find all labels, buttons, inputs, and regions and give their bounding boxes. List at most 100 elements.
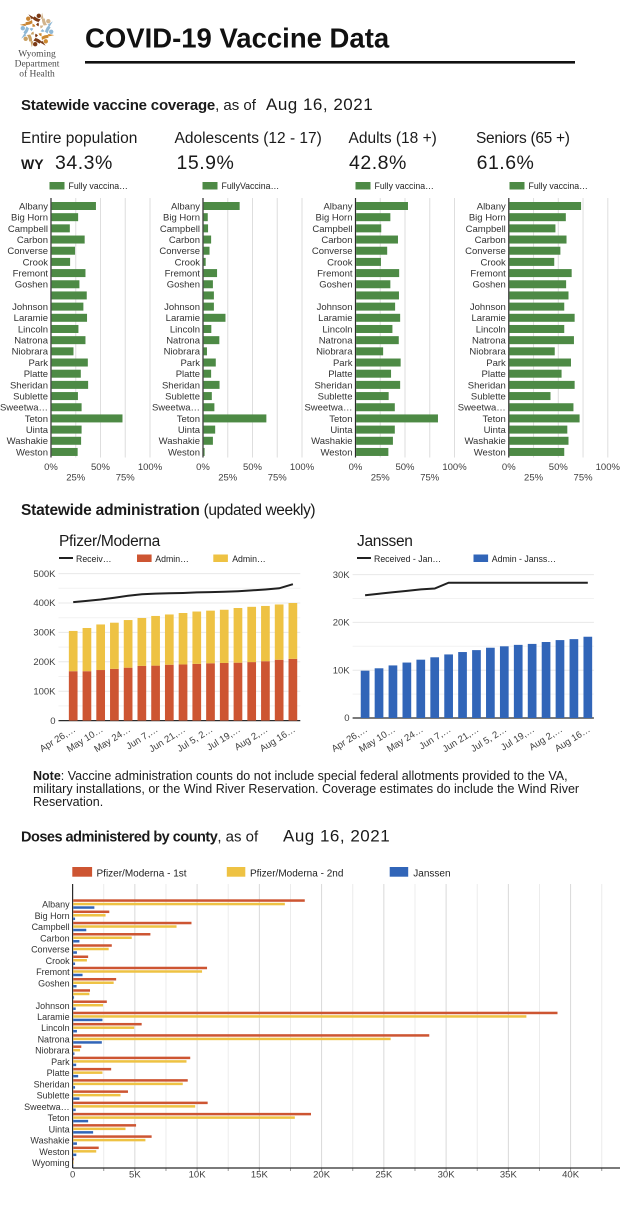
svg-text:Fully vaccina…: Fully vaccina… [69, 181, 128, 191]
svg-text:25%: 25% [218, 473, 238, 484]
svg-text:Pfizer/Moderna: Pfizer/Moderna [59, 533, 161, 550]
svg-text:100%: 100% [596, 462, 621, 473]
svg-text:Uinta: Uinta [178, 425, 201, 436]
svg-text:40K: 40K [562, 1169, 580, 1180]
svg-text:Sweetwa…: Sweetwa… [458, 403, 506, 414]
svg-text:Uinta: Uinta [330, 425, 353, 436]
svg-text:200K: 200K [33, 657, 56, 668]
svg-text:Carbon: Carbon [475, 235, 506, 246]
svg-text:Park: Park [333, 358, 353, 369]
svg-text:Platte: Platte [328, 369, 352, 380]
svg-text:Sweetwa…: Sweetwa… [152, 403, 200, 414]
svg-text:Niobrara: Niobrara [35, 1046, 70, 1056]
svg-text:Big Horn: Big Horn [11, 213, 48, 224]
svg-text:50%: 50% [91, 462, 111, 473]
svg-text:Entire population: Entire population [21, 130, 137, 147]
svg-text:Platte: Platte [24, 369, 48, 380]
svg-text:Lincoln: Lincoln [476, 324, 506, 335]
svg-text:Fremont: Fremont [317, 268, 353, 279]
svg-text:Sheridan: Sheridan [34, 1079, 70, 1089]
svg-text:25%: 25% [371, 473, 391, 484]
svg-text:50%: 50% [243, 462, 263, 473]
svg-text:Weston: Weston [39, 1147, 69, 1157]
svg-text:Washakie: Washakie [30, 1136, 69, 1146]
svg-text:Natrona: Natrona [166, 336, 201, 347]
svg-text:75%: 75% [420, 473, 440, 484]
svg-text:Teton: Teton [177, 414, 200, 425]
svg-text:5K: 5K [129, 1169, 141, 1180]
svg-text:Washakie: Washakie [159, 436, 200, 447]
svg-text:Goshen: Goshen [15, 280, 48, 291]
svg-text:Fremont: Fremont [470, 268, 506, 279]
svg-text:Converse: Converse [159, 246, 200, 257]
svg-text:20K: 20K [333, 618, 351, 629]
svg-text:30K: 30K [438, 1169, 456, 1180]
svg-text:Uinta: Uinta [49, 1124, 70, 1134]
svg-text:Sheridan: Sheridan [162, 380, 200, 391]
svg-text:Doses administered by county,: Doses administered by county, as of Aug 1… [21, 827, 390, 846]
svg-text:Johnson: Johnson [12, 302, 48, 313]
svg-text:Carbon: Carbon [17, 235, 48, 246]
svg-text:Washakie: Washakie [311, 436, 352, 447]
svg-text:Admin…: Admin… [155, 554, 189, 564]
svg-text:15.9%: 15.9% [177, 152, 235, 174]
svg-text:Admin…: Admin… [232, 554, 266, 564]
svg-text:Seniors (65 +): Seniors (65 +) [476, 130, 570, 147]
svg-text:Laramie: Laramie [471, 313, 505, 324]
svg-text:Carbon: Carbon [40, 933, 70, 943]
svg-text:Albany: Albany [323, 201, 352, 212]
svg-text:300K: 300K [33, 628, 56, 639]
svg-text:50%: 50% [395, 462, 415, 473]
svg-text:35K: 35K [500, 1169, 518, 1180]
svg-text:Janssen: Janssen [413, 868, 450, 879]
svg-text:Weston: Weston [474, 447, 506, 458]
svg-text:Goshen: Goshen [167, 280, 200, 291]
svg-text:Sheridan: Sheridan [10, 380, 48, 391]
svg-text:Albany: Albany [42, 900, 70, 910]
svg-text:Sheridan: Sheridan [314, 380, 352, 391]
svg-text:Platte: Platte [176, 369, 200, 380]
svg-text:Adults (18 +): Adults (18 +) [349, 130, 437, 147]
svg-text:Pfizer/Moderna - 1st: Pfizer/Moderna - 1st [97, 868, 187, 879]
svg-text:0%: 0% [502, 462, 516, 473]
svg-text:Campbell: Campbell [312, 224, 352, 235]
svg-text:25%: 25% [66, 473, 86, 484]
svg-text:100%: 100% [290, 462, 315, 473]
svg-text:Crook: Crook [175, 257, 201, 268]
svg-text:Teton: Teton [48, 1113, 70, 1123]
svg-text:Fremont: Fremont [165, 268, 201, 279]
svg-text:Albany: Albany [171, 201, 200, 212]
svg-text:Crook: Crook [23, 257, 49, 268]
svg-text:Sheridan: Sheridan [468, 380, 506, 391]
svg-text:Fremont: Fremont [13, 268, 49, 279]
svg-text:Park: Park [486, 358, 506, 369]
svg-text:Laramie: Laramie [14, 313, 48, 324]
svg-text:50%: 50% [549, 462, 569, 473]
svg-text:Sweetwa…: Sweetwa… [0, 403, 48, 414]
svg-text:Weston: Weston [16, 447, 48, 458]
svg-text:15K: 15K [251, 1169, 269, 1180]
svg-text:10K: 10K [333, 665, 351, 676]
svg-text:Johnson: Johnson [470, 302, 506, 313]
svg-text:Natrona: Natrona [38, 1034, 70, 1044]
svg-text:Sweetwa…: Sweetwa… [304, 403, 352, 414]
svg-text:COVID-19 Vaccine Data: COVID-19 Vaccine Data [85, 23, 390, 54]
svg-text:Carbon: Carbon [169, 235, 200, 246]
svg-text:0: 0 [50, 716, 55, 727]
svg-text:Uinta: Uinta [484, 425, 507, 436]
svg-text:Reservation.: Reservation. [33, 795, 103, 809]
svg-text:Lincoln: Lincoln [18, 324, 48, 335]
svg-text:Pfizer/Moderna - 2nd: Pfizer/Moderna - 2nd [250, 868, 343, 879]
svg-text:Crook: Crook [327, 257, 353, 268]
svg-text:Converse: Converse [31, 945, 70, 955]
svg-text:Big Horn: Big Horn [316, 213, 353, 224]
svg-text:Weston: Weston [320, 447, 352, 458]
svg-text:Receiv…: Receiv… [76, 554, 112, 564]
svg-text:100%: 100% [442, 462, 467, 473]
svg-text:Lincoln: Lincoln [170, 324, 200, 335]
svg-text:30K: 30K [333, 570, 351, 581]
svg-text:Big Horn: Big Horn [469, 213, 506, 224]
svg-text:Teton: Teton [483, 414, 506, 425]
svg-text:Laramie: Laramie [37, 1012, 70, 1022]
